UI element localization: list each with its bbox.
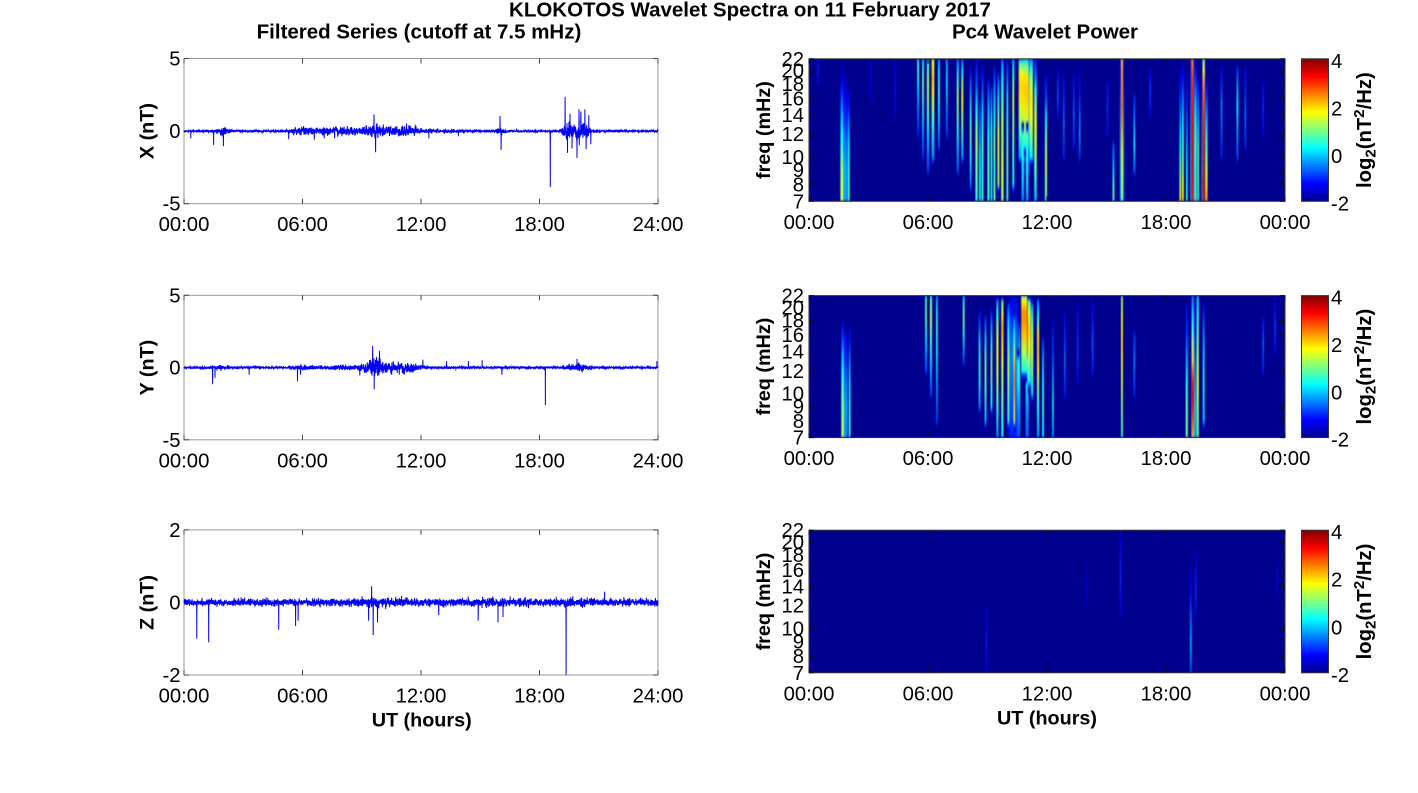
svg-text:10: 10 [781,147,804,169]
svg-text:-2: -2 [1331,193,1349,215]
svg-text:12: 12 [781,596,804,618]
svg-text:Z (nT): Z (nT) [137,575,159,630]
svg-text:8: 8 [793,646,804,668]
svg-text:9: 9 [793,160,804,182]
svg-text:18:00: 18:00 [514,214,565,236]
svg-text:18: 18 [781,545,804,567]
svg-text:00:00: 00:00 [159,214,210,236]
svg-text:18:00: 18:00 [1141,683,1192,705]
svg-text:9: 9 [793,396,804,418]
svg-text:00:00: 00:00 [784,448,835,470]
svg-text:7: 7 [793,191,804,213]
svg-text:12:00: 12:00 [1022,683,1073,705]
svg-text:12:00: 12:00 [1022,212,1073,234]
svg-text:2: 2 [1331,335,1342,357]
svg-text:UT (hours): UT (hours) [997,708,1097,730]
svg-text:14: 14 [781,342,804,364]
svg-text:06:00: 06:00 [903,448,954,470]
svg-text:KLOKOTOS Wavelet Spectra on 11: KLOKOTOS Wavelet Spectra on 11 February … [509,0,991,22]
svg-text:5: 5 [169,49,180,71]
svg-text:12: 12 [781,124,804,146]
svg-text:0: 0 [169,121,180,143]
svg-text:0: 0 [1331,617,1342,639]
svg-text:10: 10 [781,383,804,405]
svg-text:00:00: 00:00 [1260,448,1311,470]
svg-text:4: 4 [1331,51,1342,73]
svg-text:log2(nT2/Hz): log2(nT2/Hz) [1351,309,1380,425]
svg-text:Pc4 Wavelet Power: Pc4 Wavelet Power [952,21,1138,44]
svg-text:12:00: 12:00 [1022,448,1073,470]
svg-text:24:00: 24:00 [633,450,684,472]
svg-text:12:00: 12:00 [396,450,447,472]
svg-text:7: 7 [793,428,804,450]
svg-text:freq (mHz): freq (mHz) [753,81,775,179]
svg-text:2: 2 [1331,98,1342,120]
svg-text:22: 22 [781,49,804,71]
svg-text:00:00: 00:00 [1260,683,1311,705]
svg-text:18:00: 18:00 [514,450,565,472]
svg-text:16: 16 [781,325,804,347]
svg-text:16: 16 [781,88,804,110]
svg-text:14: 14 [781,577,804,599]
svg-text:2: 2 [1331,570,1342,592]
svg-text:7: 7 [793,663,804,685]
svg-text:-5: -5 [162,430,180,452]
svg-text:-2: -2 [1331,430,1349,452]
svg-text:06:00: 06:00 [903,212,954,234]
svg-text:24:00: 24:00 [633,214,684,236]
svg-text:00:00: 00:00 [784,683,835,705]
svg-text:12:00: 12:00 [396,214,447,236]
svg-text:06:00: 06:00 [277,450,328,472]
svg-text:00:00: 00:00 [1260,212,1311,234]
svg-text:12: 12 [781,361,804,383]
svg-text:4: 4 [1331,522,1342,544]
svg-text:00:00: 00:00 [159,686,210,708]
svg-text:18:00: 18:00 [1141,448,1192,470]
svg-text:freq (mHz): freq (mHz) [753,553,775,651]
svg-text:UT (hours): UT (hours) [372,710,472,732]
svg-text:Filtered Series (cutoff at 7.5: Filtered Series (cutoff at 7.5 mHz) [257,21,582,44]
svg-text:20: 20 [781,61,804,83]
svg-text:06:00: 06:00 [277,214,328,236]
svg-text:20: 20 [781,297,804,319]
svg-text:log2(nT2/Hz): log2(nT2/Hz) [1351,544,1380,660]
svg-text:-2: -2 [1331,665,1349,687]
svg-text:-2: -2 [162,665,180,687]
svg-text:16: 16 [781,560,804,582]
svg-text:Y (nT): Y (nT) [137,340,159,396]
svg-text:22: 22 [781,520,804,542]
svg-text:0: 0 [169,358,180,380]
svg-text:20: 20 [781,532,804,554]
svg-text:5: 5 [169,285,180,307]
svg-text:2: 2 [169,520,180,542]
svg-text:22: 22 [781,286,804,308]
svg-text:0: 0 [1331,382,1342,404]
svg-text:00:00: 00:00 [784,212,835,234]
svg-text:log2(nT2/Hz): log2(nT2/Hz) [1351,72,1380,188]
svg-text:18: 18 [781,74,804,96]
svg-text:18: 18 [781,311,804,333]
svg-text:10: 10 [781,618,804,640]
svg-text:18:00: 18:00 [1141,212,1192,234]
svg-text:00:00: 00:00 [159,450,210,472]
svg-text:8: 8 [793,175,804,197]
svg-text:0: 0 [169,593,180,615]
svg-text:18:00: 18:00 [514,686,565,708]
svg-text:14: 14 [781,105,804,127]
svg-text:0: 0 [1331,146,1342,168]
svg-text:12:00: 12:00 [396,686,447,708]
svg-text:freq (mHz): freq (mHz) [753,318,775,416]
svg-text:06:00: 06:00 [277,686,328,708]
svg-text:9: 9 [793,632,804,654]
svg-text:X (nT): X (nT) [137,103,159,159]
svg-text:4: 4 [1331,288,1342,310]
svg-text:8: 8 [793,411,804,433]
svg-text:24:00: 24:00 [633,686,684,708]
svg-text:06:00: 06:00 [903,683,954,705]
svg-text:-5: -5 [162,194,180,216]
